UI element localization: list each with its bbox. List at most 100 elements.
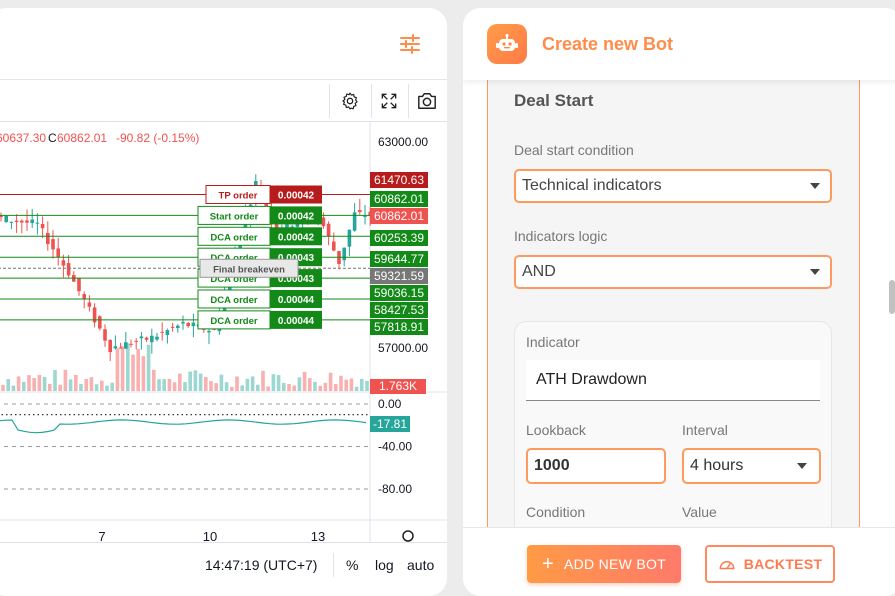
volume-bar <box>250 376 255 391</box>
deal-start-condition-label: Deal start condition <box>514 142 634 158</box>
candle-body <box>108 340 112 353</box>
camera-icon[interactable] <box>411 86 443 116</box>
caret-down-icon <box>810 183 820 189</box>
price-tag <box>370 172 428 188</box>
chart-clock: 14:47:19 (UTC+7) <box>205 557 318 573</box>
candle-body <box>113 346 118 349</box>
candle-body <box>191 322 196 327</box>
sliders-icon[interactable] <box>398 32 422 56</box>
order-qty-text: 0.00042 <box>278 211 315 222</box>
volume-bar <box>297 377 302 391</box>
volume-bar <box>235 376 239 391</box>
candle-body <box>82 294 86 300</box>
toolbar-divider <box>329 84 330 118</box>
candle-body <box>165 330 170 336</box>
chart-card: TP order 0.00042 Start order 0.00042 DCA ord… <box>0 8 447 596</box>
order-qty-text: 0.00044 <box>278 316 315 327</box>
time-axis-label: 13 <box>311 529 325 542</box>
caret-down-icon <box>797 463 807 469</box>
axis-gear-icon <box>402 530 414 542</box>
order-label-text: TP order <box>219 191 258 202</box>
auto-scale-toggle[interactable]: auto <box>407 557 435 573</box>
price-tag <box>370 268 428 284</box>
volume-bar <box>178 373 182 391</box>
indicators-logic-value: AND <box>522 263 556 280</box>
backtest-button[interactable]: BACKTEST <box>705 545 835 583</box>
volume-bar <box>344 379 348 391</box>
candle-body <box>9 221 14 223</box>
candle-body <box>87 302 92 307</box>
volume-bar <box>94 384 99 391</box>
interval-select[interactable]: 4 hours <box>682 448 821 484</box>
volume-bar <box>74 374 78 391</box>
add-new-bot-label: ADD NEW BOT <box>563 556 667 572</box>
order-label-text: DCA order <box>210 253 257 264</box>
candle-body <box>118 347 123 349</box>
price-tag-text: 57818.91 <box>374 320 424 334</box>
indicator-axis-label: -40.00 <box>378 440 412 454</box>
volume-bar <box>167 378 172 391</box>
candle-body <box>358 210 362 212</box>
price-tag-text: 59321.59 <box>374 269 424 283</box>
indicator-input[interactable]: ATH Drawdown <box>526 360 820 401</box>
price-chart[interactable]: TP order 0.00042 Start order 0.00042 DCA ord… <box>0 122 447 542</box>
candle-body <box>139 336 144 339</box>
price-tag-text: 61470.63 <box>374 173 424 187</box>
candle-body <box>342 247 346 261</box>
indicator-axis-label: 0.00 <box>378 397 402 411</box>
volume-bar <box>79 383 83 391</box>
panel-title: Create new Bot <box>542 34 674 54</box>
volume-bar <box>27 375 31 391</box>
scrollbar-thumb[interactable] <box>889 280 895 314</box>
volume-bar <box>16 376 21 391</box>
candle-body <box>243 216 248 236</box>
chart-canvas[interactable]: TP order 0.00042 Start order 0.00042 DCA ord… <box>0 122 447 542</box>
order-qty-text: 0.00043 <box>278 253 315 264</box>
backtest-label: BACKTEST <box>743 556 823 572</box>
volume-bar <box>349 378 354 391</box>
indicator-card: Indicator ATH Drawdown Lookback 1000 Int… <box>514 321 832 561</box>
volume-bar <box>354 386 359 391</box>
candle-body <box>170 326 175 328</box>
chart-toolbar <box>0 80 447 122</box>
volume-tag <box>370 379 426 394</box>
volume-bar <box>131 354 135 391</box>
candle-body <box>77 277 81 292</box>
candle-body <box>134 340 138 342</box>
ohlc-close: 60862.01 <box>57 131 107 145</box>
volume-bar <box>89 377 94 391</box>
candle-body <box>129 343 133 345</box>
plus-icon: + <box>541 553 554 575</box>
gear-icon[interactable] <box>334 86 366 116</box>
price-tag-text: 60862.01 <box>374 209 424 223</box>
lookback-input[interactable]: 1000 <box>526 448 666 484</box>
robot-icon <box>487 24 527 64</box>
volume-bar <box>224 382 229 391</box>
candle-body <box>51 239 55 250</box>
lookback-value: 1000 <box>534 457 570 474</box>
candle-body <box>186 323 190 327</box>
order-label-text: DCA order <box>210 316 257 327</box>
volume-bar <box>287 383 291 391</box>
candle-body <box>4 215 8 223</box>
candle-body <box>352 212 357 231</box>
volume-bar <box>37 374 42 391</box>
volume-bar <box>193 370 198 391</box>
log-scale-toggle[interactable]: log <box>375 557 394 573</box>
volume-bar <box>152 369 156 391</box>
volume-bar <box>84 378 88 391</box>
lookback-label: Lookback <box>526 422 586 438</box>
price-tag <box>370 251 428 267</box>
bot-form-body[interactable]: Deal Start Deal start condition Technica… <box>463 72 895 561</box>
volume-bar <box>1 384 5 391</box>
fullscreen-icon[interactable] <box>373 86 405 116</box>
indicator-tag <box>370 416 410 432</box>
price-tag-text: 60253.39 <box>374 231 424 245</box>
volume-bar <box>141 356 146 391</box>
percent-scale-toggle[interactable]: % <box>346 557 359 573</box>
indicators-logic-select[interactable]: AND <box>514 255 832 289</box>
volume-bar <box>313 381 317 391</box>
order-qty-text: 0.00042 <box>278 232 315 243</box>
add-new-bot-button[interactable]: + ADD NEW BOT <box>527 545 681 583</box>
deal-start-condition-select[interactable]: Technical indicators <box>514 169 832 203</box>
